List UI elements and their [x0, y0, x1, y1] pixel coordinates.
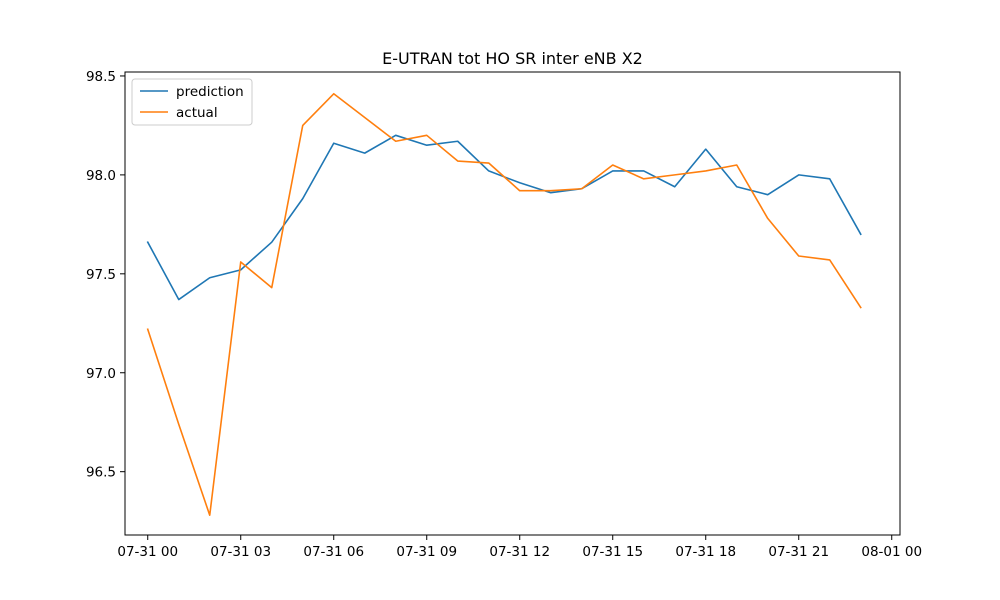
plot-area — [146, 92, 862, 517]
y-tick-label: 98.0 — [86, 168, 116, 184]
x-tick-label: 07-31 09 — [396, 544, 457, 560]
y-tick-label: 97.0 — [86, 366, 116, 382]
plot-frame — [124, 71, 901, 536]
x-tick-label: 07-31 00 — [117, 544, 178, 560]
x-tick-label: 07-31 06 — [303, 544, 364, 560]
x-tick-label: 07-31 03 — [210, 544, 271, 560]
axes: 07-31 00 07-31 03 07-31 06 07-31 09 07-31 12… — [86, 69, 922, 560]
chart-title: E-UTRAN tot HO SR inter eNB X2 — [382, 49, 643, 68]
y-tick-label: 97.5 — [86, 267, 116, 283]
x-tick-label: 07-31 12 — [489, 544, 550, 560]
y-tick-label: 96.5 — [86, 465, 116, 481]
x-tick-label: 07-31 21 — [768, 544, 829, 560]
legend-label-actual: actual — [176, 105, 218, 121]
x-tick-label: 07-31 18 — [675, 544, 736, 560]
x-tick-label: 08-01 00 — [861, 544, 922, 560]
y-tick-label: 98.5 — [86, 69, 116, 85]
series-line-actual — [146, 92, 862, 517]
legend: prediction actual — [131, 78, 253, 126]
x-tick-label: 07-31 15 — [582, 544, 643, 560]
legend-label-prediction: prediction — [176, 84, 244, 100]
